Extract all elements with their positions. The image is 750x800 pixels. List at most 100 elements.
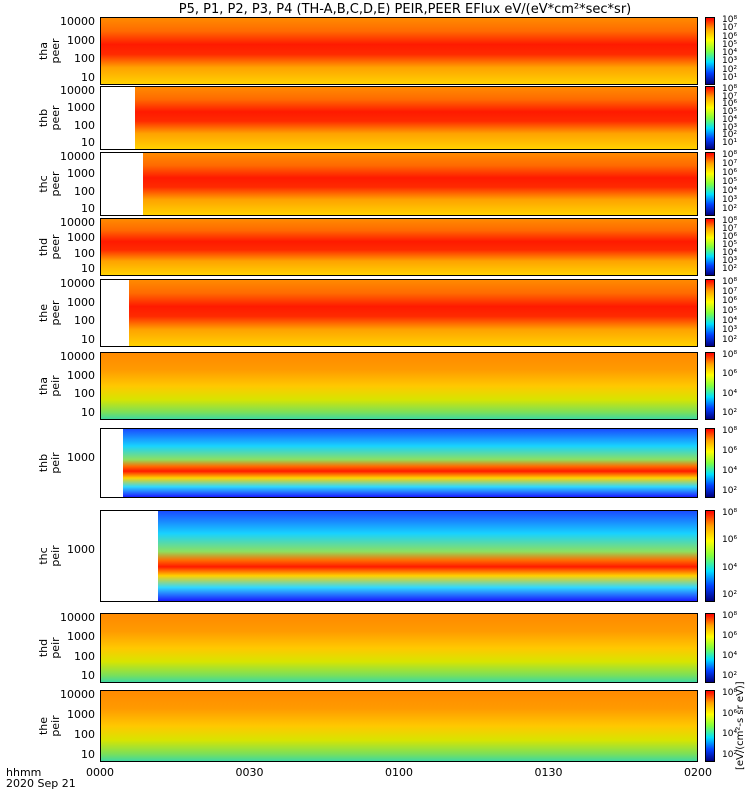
spectrogram-data-tha-peir (101, 353, 697, 419)
colorbar-tick-label: 10⁵ (722, 177, 738, 187)
colorbar-tick-label: 10⁶ (722, 631, 738, 641)
colorbar-tick-label: 10² (722, 204, 738, 214)
colorbar-tick-label: 10³ (722, 195, 738, 205)
y-tick-label: 1000 (67, 368, 95, 382)
spectrogram-data-thb-peer (135, 87, 697, 149)
y-tick-label: 100 (74, 184, 95, 198)
colorbar-tick-label: 10⁷ (722, 159, 738, 169)
colorbar-tick-label: 10⁶ (722, 446, 738, 456)
spectrogram-data-the-peir (101, 691, 697, 761)
colorbar-the-peer (705, 279, 715, 347)
colorbar-tick-label: 10⁴ (722, 248, 738, 258)
colorbar-tick-label: 10⁸ (722, 150, 738, 160)
time-tick-label: 0200 (684, 766, 712, 779)
colorbar-tick-label: 10⁴ (722, 315, 738, 326)
y-tick-label: 10000 (60, 688, 95, 701)
time-tick-label: 0130 (534, 766, 563, 779)
y-tick-label: 10 (81, 262, 95, 275)
y-tick-label: 10 (81, 71, 95, 84)
colorbar-tick-label: 10⁶ (722, 31, 738, 42)
spectrogram-panel-tha-peir (100, 352, 698, 420)
colorbar-tick-label: 10² (722, 590, 738, 600)
colorbar-tick-label: 10² (722, 335, 738, 345)
spectrogram-panel-thb-peer (100, 86, 698, 150)
colorbar-tick-label: 10² (722, 750, 738, 760)
spectrogram-data-thb-peir (123, 429, 697, 497)
y-tick-label: 100 (74, 118, 95, 132)
colorbar-tick-label: 10⁸ (722, 277, 738, 287)
y-tick-label: 1000 (67, 451, 95, 465)
colorbar-tick-label: 10⁸ (722, 508, 738, 518)
colorbar-tick-label: 10³ (722, 256, 738, 266)
spectrogram-data-thd-peir (101, 614, 697, 682)
y-tick-label: 1000 (67, 231, 95, 245)
colorbar-tick-label: 10³ (722, 325, 738, 336)
y-tick-label: 100 (74, 649, 95, 663)
spectrogram-panel-thc-peir (100, 510, 698, 602)
y-tick-label: 10 (81, 202, 95, 215)
colorbar-tick-label: 10⁷ (722, 23, 738, 34)
colorbar-tick-label: 10⁶ (722, 296, 738, 307)
colorbar-tha-peir (705, 352, 715, 420)
spectrogram-data-thc-peer (143, 153, 697, 215)
time-tick-label: 0100 (385, 766, 413, 779)
spectrogram-panel-thd-peer (100, 218, 698, 276)
colorbar-tick-label: 10¹ (722, 73, 738, 83)
colorbar-tick-label: 10⁶ (722, 708, 738, 719)
colorbar-tick-label: 10⁴ (722, 48, 738, 59)
y-tick-label: 10 (81, 136, 95, 149)
colorbar-tick-label: 10⁵ (722, 107, 738, 118)
y-tick-label: 1000 (67, 101, 95, 115)
colorbar-tick-label: 10⁵ (722, 39, 738, 50)
y-tick-label: 1000 (67, 542, 95, 556)
colorbar-thc-peer (705, 152, 715, 216)
y-tick-label: 10 (81, 406, 95, 419)
spectrogram-panel-tha-peer (100, 17, 698, 85)
time-axis-format-label: hhmm (6, 766, 42, 779)
y-tick-label: 10000 (60, 15, 95, 28)
colorbar-thb-peir (705, 428, 715, 498)
y-tick-label: 10000 (60, 150, 95, 163)
colorbar-thc-peir (705, 510, 715, 602)
colorbar-tick-label: 10³ (722, 56, 738, 67)
colorbar-tick-label: 10² (722, 671, 738, 681)
colorbar-tick-label: 10² (722, 64, 738, 75)
colorbar-tick-label: 10⁴ (722, 651, 738, 661)
colorbar-tick-label: 10⁸ (722, 15, 738, 25)
y-tick-label: 1000 (67, 630, 95, 644)
colorbar-the-peir (705, 690, 715, 762)
time-axis-date-label: 2020 Sep 21 (6, 777, 76, 790)
colorbar-tick-label: 10⁴ (722, 186, 738, 196)
colorbar-tick-label: 10⁶ (722, 369, 738, 380)
colorbar-tick-label: 10⁸ (722, 688, 738, 698)
spectrogram-data-the-peer (129, 280, 697, 346)
spectrogram-panel-thb-peir (100, 428, 698, 498)
colorbar-tick-label: 10⁵ (722, 240, 738, 250)
y-tick-label: 10000 (60, 84, 95, 97)
colorbar-tick-label: 10⁴ (722, 114, 738, 125)
chart-title: P5, P1, P2, P3, P4 (TH-A,B,C,D,E) PEIR,P… (178, 2, 632, 17)
colorbar-tick-label: 10⁸ (722, 426, 738, 436)
colorbar-tick-label: 10⁴ (722, 388, 738, 399)
y-tick-label: 10000 (60, 277, 95, 290)
colorbar-tick-label: 10⁴ (722, 562, 738, 573)
y-tick-label: 10000 (60, 350, 95, 363)
colorbar-tick-label: 10⁷ (722, 224, 738, 234)
y-tick-label: 100 (74, 314, 95, 328)
y-tick-label: 10000 (60, 216, 95, 229)
time-tick-label: 0030 (235, 766, 264, 779)
colorbar-units-label: [eV/(cm²-s sr eV)] (735, 681, 746, 770)
colorbar-tick-label: 10⁶ (722, 535, 738, 546)
y-tick-label: 10 (81, 669, 95, 682)
colorbar-tick-label: 10² (722, 408, 738, 418)
time-tick-label: 0000 (86, 766, 114, 779)
colorbar-tick-label: 10⁴ (722, 466, 738, 476)
colorbar-tick-label: 10⁶ (722, 168, 738, 178)
colorbar-tick-label: 10⁸ (722, 611, 738, 621)
colorbar-tick-label: 10¹ (722, 138, 738, 148)
colorbar-tha-peer (705, 17, 715, 85)
y-tick-label: 100 (74, 52, 95, 66)
y-tick-label: 1000 (67, 295, 95, 309)
colorbar-tick-label: 10⁶ (722, 99, 738, 110)
spectrogram-data-thd-peer (101, 219, 697, 275)
